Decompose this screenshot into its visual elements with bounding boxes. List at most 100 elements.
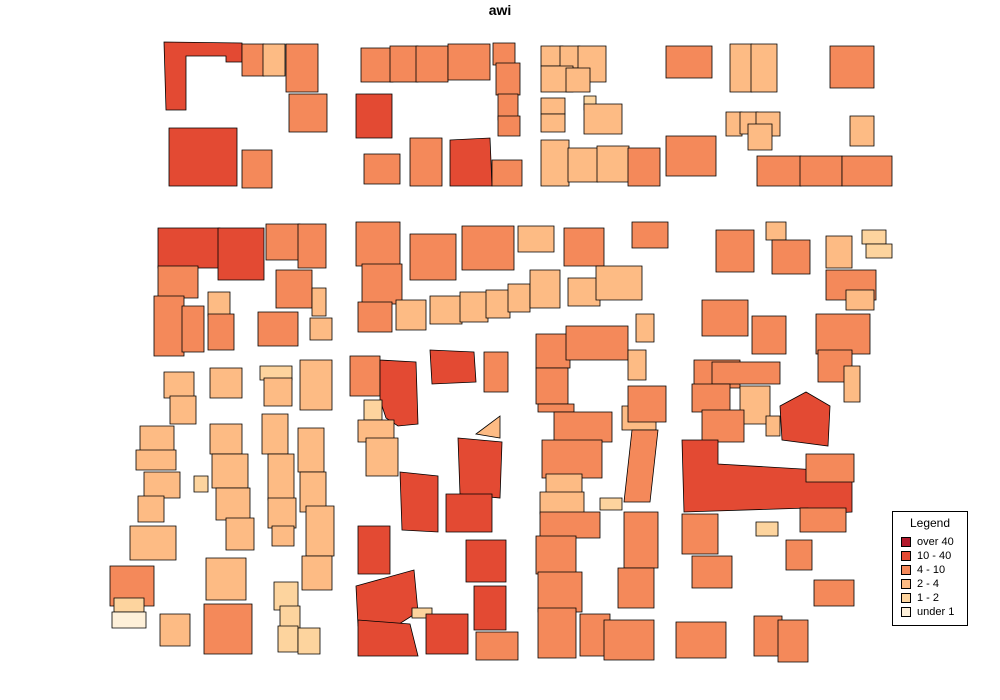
legend-item-4-10: 4 - 10 bbox=[901, 563, 945, 577]
building-footprint bbox=[447, 43, 491, 81]
building-footprint bbox=[739, 385, 771, 425]
building-footprint bbox=[805, 453, 855, 483]
building-footprint bbox=[209, 423, 243, 455]
building-footprint bbox=[729, 43, 753, 93]
building-footprint bbox=[617, 567, 655, 609]
building-footprint bbox=[263, 377, 293, 407]
building-footprint bbox=[507, 283, 531, 313]
building-footprint bbox=[535, 333, 571, 369]
building-footprint bbox=[395, 299, 427, 331]
building-footprint bbox=[473, 585, 507, 631]
building-footprint bbox=[311, 287, 327, 317]
building-footprint bbox=[596, 145, 630, 183]
building-footprint bbox=[157, 265, 199, 299]
building-footprint bbox=[415, 45, 449, 83]
building-footprint bbox=[861, 229, 887, 245]
building-footprint bbox=[756, 155, 802, 187]
building-footprint bbox=[779, 391, 831, 447]
legend-item-over-40: over 40 bbox=[901, 535, 954, 549]
building-footprint bbox=[360, 47, 394, 83]
building-footprint bbox=[829, 45, 875, 89]
building-footprint bbox=[843, 365, 861, 403]
legend-swatch bbox=[901, 593, 911, 603]
building-footprint bbox=[665, 45, 713, 79]
building-footprint bbox=[168, 127, 238, 187]
legend-label: over 40 bbox=[917, 536, 954, 548]
building-footprint bbox=[785, 539, 813, 571]
building-footprint bbox=[129, 525, 177, 561]
building-footprint bbox=[540, 97, 566, 115]
building-footprint bbox=[483, 351, 509, 393]
building-footprint bbox=[691, 555, 733, 589]
building-footprint bbox=[465, 539, 507, 583]
legend-item-10-40: 10 - 40 bbox=[901, 549, 951, 563]
building-footprint bbox=[565, 67, 591, 93]
building-footprint bbox=[595, 265, 643, 301]
building-footprint bbox=[849, 115, 875, 147]
building-footprint bbox=[425, 613, 469, 655]
building-footprint bbox=[681, 513, 719, 555]
building-footprint bbox=[750, 43, 778, 93]
building-footprint bbox=[711, 361, 781, 385]
building-footprint bbox=[271, 525, 295, 547]
building-footprint bbox=[841, 155, 893, 187]
building-footprint bbox=[492, 42, 516, 66]
building-footprint bbox=[153, 295, 185, 357]
building-footprint bbox=[355, 93, 393, 139]
building-footprint bbox=[725, 111, 743, 137]
building-footprint bbox=[765, 221, 787, 241]
building-footprint bbox=[535, 367, 569, 405]
building-footprint bbox=[747, 123, 773, 151]
building-footprint bbox=[865, 243, 893, 259]
building-footprint bbox=[262, 43, 286, 77]
building-footprint bbox=[603, 619, 655, 661]
building-footprint bbox=[265, 223, 301, 261]
building-footprint bbox=[297, 627, 321, 655]
legend-item-2-4: 2 - 4 bbox=[901, 577, 939, 591]
building-footprint bbox=[537, 607, 577, 659]
building-footprint bbox=[567, 147, 599, 183]
building-footprint bbox=[277, 625, 299, 653]
building-footprint bbox=[623, 429, 659, 503]
building-footprint bbox=[627, 147, 661, 187]
building-footprint bbox=[540, 139, 570, 187]
building-footprint bbox=[288, 93, 328, 133]
building-footprint bbox=[241, 149, 273, 189]
building-footprint bbox=[193, 475, 209, 493]
building-footprint bbox=[539, 511, 601, 539]
building-footprint bbox=[261, 413, 289, 455]
building-footprint bbox=[701, 299, 749, 337]
legend-swatch bbox=[901, 607, 911, 617]
building-footprint bbox=[275, 269, 313, 309]
building-footprint bbox=[563, 227, 605, 267]
building-footprint bbox=[635, 313, 655, 343]
building-footprint bbox=[379, 359, 419, 427]
building-footprint bbox=[475, 631, 519, 661]
legend-swatch bbox=[901, 565, 911, 575]
building-footprint bbox=[559, 45, 581, 69]
building-footprint bbox=[355, 569, 419, 627]
building-footprint bbox=[765, 415, 781, 437]
legend-label: 4 - 10 bbox=[917, 564, 946, 576]
building-footprint bbox=[363, 399, 383, 421]
building-footprint bbox=[539, 491, 585, 515]
legend: Legend over 40 10 - 40 4 - 10 2 - 4 1 - … bbox=[892, 511, 968, 626]
building-footprint bbox=[429, 295, 463, 325]
building-footprint bbox=[627, 349, 647, 381]
legend-label: 10 - 40 bbox=[917, 550, 952, 562]
building-footprint bbox=[665, 135, 717, 177]
building-footprint bbox=[357, 619, 419, 657]
building-footprint bbox=[461, 225, 515, 271]
building-footprint bbox=[285, 43, 319, 93]
building-footprint bbox=[389, 45, 419, 83]
building-footprint bbox=[267, 497, 297, 529]
legend-title: Legend bbox=[909, 516, 951, 530]
building-footprint bbox=[445, 493, 493, 533]
building-footprint bbox=[299, 359, 333, 411]
building-footprint bbox=[567, 277, 601, 307]
building-footprint bbox=[565, 325, 629, 361]
building-footprint bbox=[109, 565, 155, 607]
building-footprint bbox=[777, 619, 809, 663]
building-footprint bbox=[241, 43, 265, 77]
